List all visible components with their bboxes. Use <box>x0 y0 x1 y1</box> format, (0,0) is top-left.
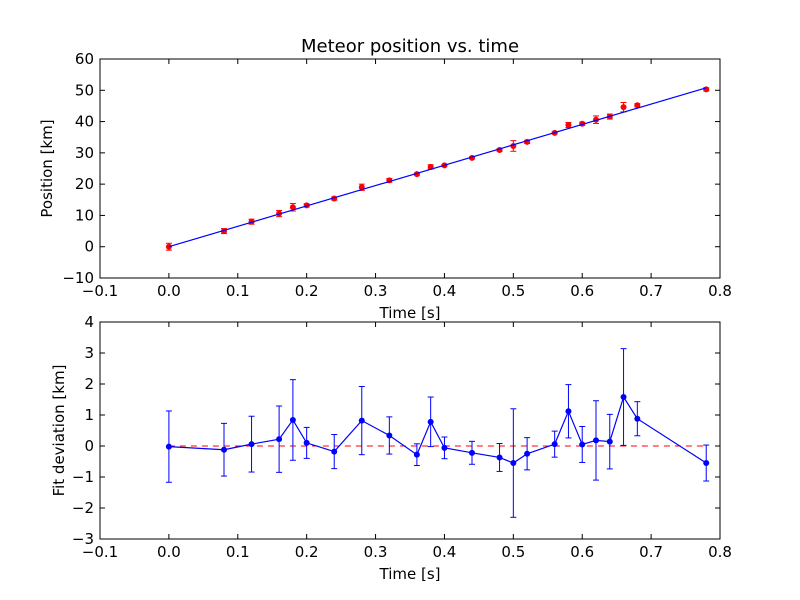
data-point <box>524 450 531 457</box>
data-point <box>606 438 613 445</box>
x-tick-label: 0.4 <box>433 282 457 300</box>
data-point <box>289 416 296 423</box>
data-point <box>565 122 572 129</box>
y-tick-label: 0 <box>84 238 94 256</box>
chart-title: Meteor position vs. time <box>301 36 519 57</box>
x-tick-label: 0.8 <box>708 543 732 561</box>
y-tick-label: 1 <box>84 406 94 424</box>
data-point <box>165 443 172 450</box>
data-point <box>358 417 365 424</box>
y-tick-label: 10 <box>75 206 94 224</box>
chart-panel-2: −0.1 0.0 0.1 0.2 0.3 0.4 0.5 0.6 0.7 0.8 −3 −2 −1 0 1 2… <box>50 313 732 583</box>
x-tick-label: 0.6 <box>570 543 594 561</box>
data-point <box>565 408 572 415</box>
y-tick-label: 50 <box>75 81 94 99</box>
x-tick-label: 0.5 <box>501 282 525 300</box>
data-point <box>579 441 586 448</box>
data-point <box>510 460 517 467</box>
y-tick-label: −2 <box>72 499 94 517</box>
y-tick-label: −10 <box>62 269 94 287</box>
data-point <box>441 444 448 451</box>
data-point <box>593 437 599 444</box>
x-tick-label: 0.7 <box>639 282 663 300</box>
y-axis-label: Fit deviation [km] <box>50 365 68 497</box>
x-tick-label: 0.2 <box>295 543 319 561</box>
y-tick-label: 3 <box>84 344 94 362</box>
y-tick-label: −3 <box>72 530 94 548</box>
data-point <box>496 454 503 461</box>
plot-area <box>165 348 710 518</box>
plot-frame <box>99 321 721 540</box>
x-tick-label: −0.1 <box>82 543 118 561</box>
x-tick-label: 0.1 <box>226 543 250 561</box>
data-point <box>248 441 255 448</box>
y-tick-label: 20 <box>75 175 94 193</box>
x-tick-label: 0.3 <box>364 543 388 561</box>
y-tick-label: −1 <box>72 468 94 486</box>
y-tick-label: 30 <box>75 144 94 162</box>
x-tick-label: 0.0 <box>157 282 181 300</box>
data-point <box>469 449 475 456</box>
data-point <box>331 448 338 455</box>
x-tick-label: 0.2 <box>295 282 319 300</box>
x-tick-label: 0.0 <box>157 543 181 561</box>
data-point <box>551 441 558 448</box>
x-tick-label: 0.4 <box>433 543 457 561</box>
fit-line <box>168 87 707 248</box>
data-point <box>221 446 227 453</box>
y-tick-label: 0 <box>84 437 94 455</box>
data-point <box>386 432 393 439</box>
deviation-line <box>168 395 707 464</box>
x-tick-label: 0.7 <box>639 543 663 561</box>
data-point <box>620 104 627 111</box>
x-tick-label: −0.1 <box>82 282 118 300</box>
x-axis-label: Time [s] <box>379 565 441 583</box>
chart-panel-1: −0.1 0.0 0.1 0.2 0.3 0.4 0.5 0.6 0.7 0.8 −10 0 10 20 3… <box>38 36 732 322</box>
data-point <box>427 418 434 425</box>
y-axis-label: Position [km] <box>38 119 56 217</box>
data-point <box>703 460 710 467</box>
data-point <box>303 439 310 446</box>
plot-area <box>165 86 710 251</box>
y-tick-label: 4 <box>84 313 94 331</box>
plot-frame <box>99 58 721 279</box>
x-axis-label: Time [s] <box>379 304 441 322</box>
x-tick-label: 0.8 <box>708 282 732 300</box>
data-point <box>413 451 420 458</box>
data-point <box>276 436 283 443</box>
x-tick-label: 0.3 <box>364 282 388 300</box>
x-tick-label: 0.1 <box>226 282 250 300</box>
y-tick-label: 40 <box>75 113 94 131</box>
x-tick-label: 0.6 <box>570 282 594 300</box>
y-tick-label: 2 <box>84 375 94 393</box>
data-point <box>703 86 710 93</box>
y-tick-label: 60 <box>75 50 94 68</box>
data-point <box>620 394 627 401</box>
x-tick-label: 0.5 <box>501 543 525 561</box>
data-point <box>634 415 641 422</box>
